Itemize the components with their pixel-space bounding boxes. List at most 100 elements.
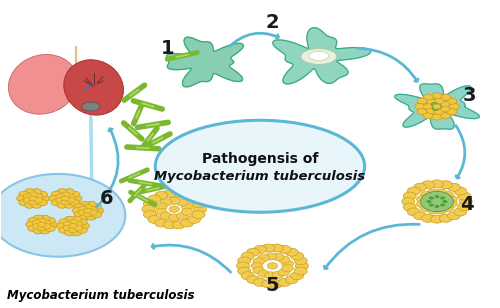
Circle shape	[84, 205, 92, 210]
Circle shape	[148, 195, 161, 203]
Circle shape	[424, 94, 434, 100]
Circle shape	[88, 210, 98, 215]
Circle shape	[24, 194, 32, 199]
Circle shape	[19, 200, 29, 206]
Circle shape	[56, 197, 65, 203]
Circle shape	[61, 199, 70, 205]
Circle shape	[440, 204, 445, 207]
Ellipse shape	[156, 120, 364, 212]
Circle shape	[69, 224, 77, 229]
Circle shape	[431, 102, 438, 107]
Circle shape	[427, 207, 439, 214]
Circle shape	[403, 192, 416, 200]
Ellipse shape	[309, 51, 329, 60]
Circle shape	[447, 109, 457, 115]
Circle shape	[74, 212, 84, 218]
Circle shape	[290, 272, 304, 280]
Circle shape	[78, 210, 88, 215]
Circle shape	[416, 200, 428, 208]
Circle shape	[80, 223, 90, 229]
Circle shape	[442, 191, 454, 199]
Circle shape	[285, 248, 298, 256]
Circle shape	[148, 215, 161, 223]
Circle shape	[264, 272, 276, 279]
Circle shape	[78, 219, 88, 225]
Text: 6: 6	[100, 189, 113, 208]
Circle shape	[435, 104, 442, 109]
Circle shape	[258, 270, 270, 278]
Circle shape	[40, 215, 50, 221]
Circle shape	[32, 189, 42, 195]
Circle shape	[180, 192, 194, 199]
Circle shape	[236, 262, 250, 270]
Circle shape	[176, 199, 188, 206]
Circle shape	[459, 197, 472, 205]
Circle shape	[414, 212, 426, 220]
Circle shape	[163, 221, 176, 229]
Circle shape	[74, 225, 82, 231]
Circle shape	[38, 200, 48, 206]
Circle shape	[57, 202, 67, 208]
Circle shape	[37, 218, 46, 224]
Circle shape	[66, 194, 76, 199]
Circle shape	[160, 199, 172, 206]
Circle shape	[268, 263, 278, 269]
Circle shape	[290, 252, 304, 260]
Circle shape	[427, 108, 436, 114]
Circle shape	[447, 98, 457, 104]
Circle shape	[169, 206, 179, 213]
Circle shape	[86, 214, 97, 220]
Circle shape	[182, 203, 193, 210]
Circle shape	[238, 257, 250, 265]
Circle shape	[144, 200, 156, 208]
Circle shape	[427, 99, 436, 105]
Circle shape	[70, 191, 80, 197]
Circle shape	[24, 202, 34, 208]
Circle shape	[29, 196, 37, 201]
Circle shape	[72, 195, 82, 201]
Circle shape	[38, 191, 48, 197]
Circle shape	[440, 214, 452, 222]
Circle shape	[64, 225, 72, 231]
Circle shape	[16, 195, 26, 201]
Circle shape	[270, 280, 283, 288]
Circle shape	[435, 207, 446, 214]
Circle shape	[57, 189, 67, 195]
Circle shape	[26, 221, 36, 228]
Circle shape	[414, 183, 426, 191]
Circle shape	[40, 228, 50, 234]
Circle shape	[416, 196, 428, 203]
Circle shape	[254, 245, 266, 253]
Circle shape	[28, 192, 38, 197]
Circle shape	[56, 223, 66, 229]
Ellipse shape	[82, 102, 100, 111]
Circle shape	[434, 109, 444, 115]
Circle shape	[246, 276, 260, 284]
Circle shape	[84, 212, 92, 217]
Ellipse shape	[64, 60, 124, 115]
Circle shape	[294, 257, 307, 265]
Circle shape	[254, 278, 266, 286]
Circle shape	[61, 192, 70, 197]
Circle shape	[432, 93, 442, 99]
Circle shape	[458, 192, 471, 200]
Text: Mycobacterium tuberculosis: Mycobacterium tuberculosis	[6, 289, 194, 302]
Circle shape	[34, 197, 43, 203]
Circle shape	[408, 187, 420, 195]
Circle shape	[68, 227, 78, 233]
Circle shape	[80, 201, 90, 208]
Circle shape	[182, 208, 193, 215]
Circle shape	[58, 219, 68, 225]
Circle shape	[72, 230, 82, 236]
Circle shape	[42, 220, 51, 225]
Circle shape	[454, 208, 466, 216]
Circle shape	[70, 200, 80, 206]
Polygon shape	[273, 28, 371, 84]
Circle shape	[278, 256, 290, 263]
Circle shape	[51, 191, 61, 197]
Circle shape	[24, 189, 34, 195]
Circle shape	[28, 225, 38, 232]
Circle shape	[285, 276, 298, 284]
Circle shape	[262, 280, 274, 288]
Circle shape	[270, 244, 283, 252]
